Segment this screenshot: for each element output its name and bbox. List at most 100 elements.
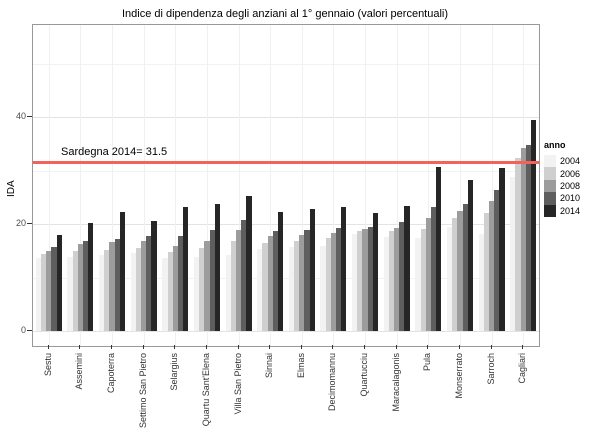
bar-2008 <box>299 235 305 331</box>
bar-2004 <box>162 258 168 331</box>
x-axis-label-text: Assemini <box>74 353 85 390</box>
legend-item-label: 2008 <box>560 180 581 191</box>
x-tick-mark <box>237 345 239 349</box>
bar-2010 <box>177 235 184 331</box>
x-tick-mark <box>79 345 81 349</box>
bar-2014 <box>183 206 189 331</box>
x-axis-label: Maracalagonis <box>380 353 412 428</box>
legend-title: anno <box>544 140 566 150</box>
x-axis-label: Decimomannu <box>317 353 349 428</box>
bar-2010 <box>272 230 278 331</box>
x-tick-mark <box>522 345 524 349</box>
bar-2014 <box>119 212 126 332</box>
legend-item: 2008 <box>544 179 581 193</box>
x-axis-label-text: Settimo San Pietro <box>137 353 148 428</box>
y-tick-mark <box>27 223 32 225</box>
bar-2006 <box>104 249 110 331</box>
bar-2006 <box>483 213 489 331</box>
bar-2008 <box>394 227 400 331</box>
x-axis-label: Sestu <box>32 353 64 428</box>
x-axis-label: Pula <box>412 353 444 428</box>
x-axis: Sestu Assemini Capoterra Settimo San Pietro… <box>32 345 538 428</box>
bar-2004 <box>257 249 263 331</box>
bar-2014 <box>88 222 94 331</box>
x-tick-mark <box>427 345 429 349</box>
bar-2006 <box>41 253 47 331</box>
x-tick-mark <box>269 345 271 349</box>
x-axis-label-text: Selargius <box>169 353 180 391</box>
bar-2010 <box>525 144 531 331</box>
gridline-major <box>33 331 539 333</box>
bar-2006 <box>230 240 236 331</box>
x-axis-label-text: Cagliari <box>517 353 528 384</box>
x-axis-labels: Sestu Assemini Capoterra Settimo San Pietro… <box>32 353 538 428</box>
legend-item-label: 2004 <box>560 156 581 167</box>
legend-item: 2014 <box>544 204 581 217</box>
x-axis-label: Cagliari <box>506 353 538 428</box>
gridline-vertical <box>270 25 272 346</box>
legend-swatch-2004 <box>544 155 556 168</box>
x-axis-label-text: Villa San Pietro <box>232 353 243 415</box>
y-tick-label: 0 <box>20 325 26 336</box>
x-axis-label: Monserrato <box>443 353 475 428</box>
bar-2004 <box>35 257 41 331</box>
bar-2008 <box>425 218 431 331</box>
gridline-vertical <box>428 25 430 346</box>
bar-2014 <box>436 167 442 331</box>
gridline-vertical <box>80 25 82 346</box>
gridline-vertical <box>396 25 398 346</box>
bar-2006 <box>420 229 426 331</box>
bar-2008 <box>520 148 526 332</box>
bar-2014 <box>151 221 157 332</box>
gridline-vertical <box>206 25 208 346</box>
legend-item-label: 2014 <box>560 205 581 216</box>
bar-2010 <box>114 239 120 332</box>
bar-2014 <box>530 120 537 331</box>
y-axis-title: IDA <box>6 180 17 197</box>
bar-2004 <box>383 236 389 332</box>
legend-item-label: 2010 <box>560 193 581 204</box>
legend: anno 2004 2006 2008 2010 2014 <box>544 140 580 217</box>
legend-swatch-2006 <box>544 167 556 180</box>
bar-2006 <box>515 157 521 331</box>
bar-2004 <box>130 252 136 332</box>
y-tick-label: 20 <box>15 218 26 229</box>
bar-2014 <box>341 207 347 331</box>
bar-2008 <box>267 235 273 331</box>
x-tick-mark <box>364 345 366 349</box>
x-axis-label-text: Elmas <box>295 353 306 379</box>
bar-2010 <box>367 226 373 331</box>
gridline-vertical <box>175 25 177 346</box>
legend-item: 2006 <box>544 167 580 180</box>
bar-2008 <box>362 229 368 331</box>
plot-panel: Sardegna 2014= 31.5 <box>32 24 540 347</box>
gridline-major <box>33 224 539 226</box>
chart-title: Indice di dipendenza degli anziani al 1°… <box>121 8 449 20</box>
x-tick-mark <box>47 345 49 349</box>
bar-2004 <box>510 176 516 332</box>
gridline-vertical <box>301 25 303 346</box>
y-tick-mark <box>27 116 32 118</box>
bar-2004 <box>446 227 453 331</box>
bar-2004 <box>99 255 105 332</box>
bar-2004 <box>352 233 358 331</box>
gridline-vertical <box>143 25 145 346</box>
bar-2010 <box>462 204 468 331</box>
x-axis-label: Assemini <box>64 353 96 428</box>
x-axis-label-text: Sinnai <box>264 353 275 379</box>
legend-item: 2010 <box>544 192 581 205</box>
x-tick-mark <box>174 345 176 349</box>
bar-2006 <box>72 250 78 332</box>
bar-2004 <box>67 257 73 332</box>
x-axis-label: Capoterra <box>95 353 127 428</box>
legend-swatch-2008 <box>544 179 556 193</box>
gridline-vertical <box>238 25 240 346</box>
bar-2008 <box>235 230 242 332</box>
bar-2004 <box>225 255 231 332</box>
x-axis-label-text: Sestu <box>42 353 53 377</box>
bar-2010 <box>336 228 342 332</box>
gridline-vertical <box>459 25 461 346</box>
bar-2008 <box>141 240 147 331</box>
bar-2008 <box>204 240 210 331</box>
